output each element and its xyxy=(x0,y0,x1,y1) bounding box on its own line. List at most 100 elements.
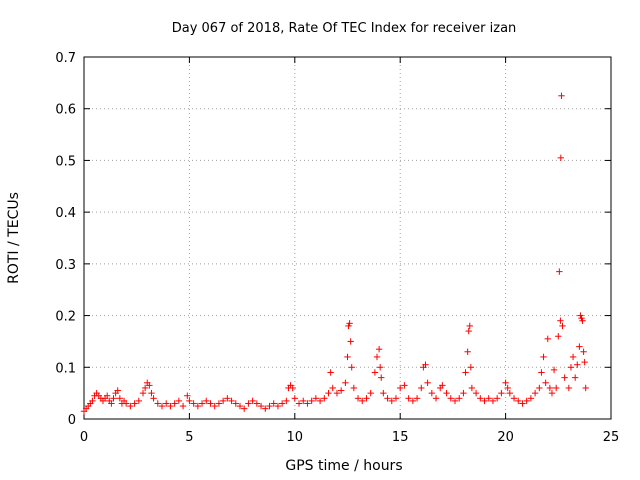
y-tick-label: 0.7 xyxy=(55,51,76,66)
data-point xyxy=(392,395,400,402)
data-point xyxy=(397,384,404,392)
y-axis-label: ROTI / TECUs xyxy=(6,192,22,284)
data-point xyxy=(571,374,579,381)
data-point xyxy=(542,379,549,386)
data-point xyxy=(333,389,341,397)
data-point xyxy=(540,353,547,361)
data-point xyxy=(167,402,174,410)
data-point xyxy=(580,348,587,355)
data-point xyxy=(346,320,353,327)
data-point xyxy=(224,395,231,402)
data-point xyxy=(485,395,492,402)
y-tick-label: 0.2 xyxy=(55,310,76,325)
data-point xyxy=(544,335,551,343)
data-point xyxy=(304,400,311,407)
data-point xyxy=(141,384,149,392)
data-point xyxy=(146,382,153,389)
data-point xyxy=(506,389,514,397)
data-point xyxy=(439,382,446,389)
data-point xyxy=(347,338,354,345)
data-point xyxy=(236,402,244,410)
data-point xyxy=(219,397,227,405)
data-point xyxy=(428,389,436,397)
data-point xyxy=(363,395,370,402)
x-tick-label: 15 xyxy=(392,430,409,445)
grid xyxy=(84,57,611,419)
data-point xyxy=(266,402,273,410)
data-point xyxy=(175,397,183,405)
data-point xyxy=(253,400,261,407)
data-point xyxy=(579,317,586,324)
data-point xyxy=(546,384,554,392)
data-point xyxy=(329,384,336,392)
data-point xyxy=(354,395,362,402)
data-point xyxy=(451,397,459,405)
data-point xyxy=(325,389,332,397)
data-point xyxy=(245,400,252,407)
data-point xyxy=(413,395,421,402)
y-tick-label: 0.3 xyxy=(55,258,76,273)
data-point xyxy=(574,361,581,368)
data-point xyxy=(422,361,429,368)
data-point xyxy=(559,322,566,330)
data-point xyxy=(342,379,349,386)
data-point xyxy=(211,402,218,410)
data-point xyxy=(350,384,358,392)
data-point xyxy=(464,348,471,355)
data-point xyxy=(122,400,130,407)
data-point xyxy=(456,395,463,402)
data-point xyxy=(401,382,408,389)
data-point xyxy=(278,400,286,407)
data-point xyxy=(510,395,518,402)
data-point xyxy=(127,402,134,410)
data-point xyxy=(498,389,505,397)
data-point xyxy=(135,397,143,405)
data-point xyxy=(108,400,115,407)
data-point xyxy=(465,327,472,335)
data-point xyxy=(359,397,366,405)
data-point xyxy=(150,395,157,402)
data-point xyxy=(228,397,235,405)
data-point xyxy=(555,333,562,340)
data-point xyxy=(502,379,509,386)
data-point xyxy=(582,384,589,392)
data-point xyxy=(371,369,379,376)
data-point xyxy=(367,389,374,397)
data-point xyxy=(378,374,385,381)
data-point xyxy=(114,387,121,394)
data-point xyxy=(515,397,522,405)
data-point xyxy=(257,402,265,410)
data-point xyxy=(557,154,565,162)
axis-ticks: 0 5 10 15 20 25 0 0.1 0.2 0.3 0.4 0.5 0.6 0.7 xyxy=(55,51,619,445)
data-point xyxy=(295,400,303,407)
x-tick-label: 20 xyxy=(497,430,514,445)
data-point xyxy=(388,397,395,405)
y-tick-label: 0.5 xyxy=(55,154,76,169)
y-tick-label: 0 xyxy=(68,413,76,428)
data-point xyxy=(376,364,384,371)
data-point xyxy=(556,268,563,275)
data-point xyxy=(215,400,223,407)
data-point xyxy=(186,397,193,405)
data-point xyxy=(472,389,480,397)
chart-title: Day 067 of 2018, Rate Of TEC Index for r… xyxy=(172,21,517,36)
data-point xyxy=(148,389,155,397)
data-point xyxy=(283,397,290,405)
data-point xyxy=(158,402,166,410)
data-point xyxy=(171,400,178,407)
data-point xyxy=(190,400,197,407)
data-point xyxy=(489,397,497,405)
data-point xyxy=(462,369,469,376)
data-point xyxy=(337,387,345,394)
data-point xyxy=(447,395,454,402)
data-point xyxy=(443,389,450,397)
y-tick-label: 0.1 xyxy=(55,361,76,376)
data-point xyxy=(249,397,256,405)
data-point xyxy=(344,353,351,361)
data-point xyxy=(179,402,187,410)
data-point xyxy=(262,405,269,412)
plot-frame xyxy=(83,56,612,420)
data-point xyxy=(527,395,535,402)
data-point xyxy=(538,369,545,376)
data-point xyxy=(274,402,282,410)
